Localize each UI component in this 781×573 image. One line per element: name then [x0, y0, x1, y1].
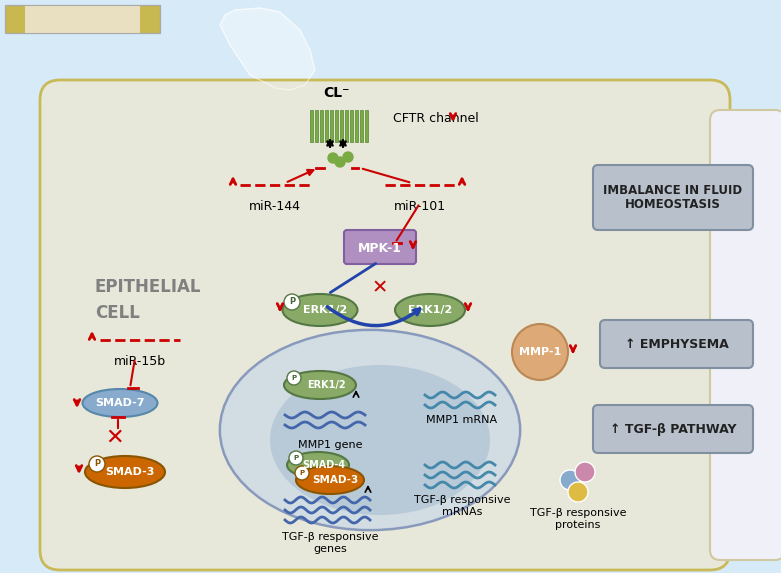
FancyBboxPatch shape: [40, 80, 730, 570]
Bar: [5, 5, 160, 33]
Text: miR-15b: miR-15b: [114, 355, 166, 368]
Circle shape: [568, 482, 588, 502]
Text: MMP-1: MMP-1: [519, 347, 561, 357]
Text: P: P: [299, 470, 305, 476]
Bar: [5, 5, 160, 33]
Text: TGF-β responsive
proteins: TGF-β responsive proteins: [530, 508, 626, 529]
Bar: [360, 110, 363, 142]
Text: SMAD-4: SMAD-4: [302, 460, 345, 470]
Text: ↑ EMPHYSEMA: ↑ EMPHYSEMA: [625, 337, 729, 351]
Text: P: P: [291, 375, 297, 381]
Text: ERK1/2: ERK1/2: [408, 305, 452, 315]
Bar: [325, 110, 328, 142]
Bar: [355, 110, 358, 142]
Circle shape: [328, 153, 338, 163]
Ellipse shape: [283, 294, 358, 326]
Text: P: P: [294, 455, 298, 461]
Text: TGF-β responsive
genes: TGF-β responsive genes: [282, 532, 378, 554]
Text: MMP1 gene: MMP1 gene: [298, 440, 362, 450]
FancyBboxPatch shape: [600, 320, 753, 368]
Text: miR-144: miR-144: [249, 200, 301, 213]
Ellipse shape: [270, 365, 490, 515]
Circle shape: [560, 470, 580, 490]
Bar: [315, 110, 318, 142]
Circle shape: [343, 152, 353, 162]
Ellipse shape: [221, 331, 519, 529]
Polygon shape: [220, 8, 315, 90]
Text: ERK1/2: ERK1/2: [307, 380, 345, 390]
Bar: [350, 110, 353, 142]
Bar: [320, 110, 323, 142]
Text: P: P: [289, 297, 295, 307]
Text: EPITHELIAL
CELL: EPITHELIAL CELL: [95, 278, 201, 321]
Text: miR-101: miR-101: [394, 200, 446, 213]
Text: SMAD-7: SMAD-7: [95, 398, 144, 408]
Bar: [335, 110, 338, 142]
Text: P: P: [94, 460, 100, 469]
Text: ✕: ✕: [105, 428, 124, 448]
Text: ERK1/2: ERK1/2: [303, 305, 347, 315]
Bar: [365, 110, 368, 142]
FancyBboxPatch shape: [710, 110, 781, 560]
Text: ✕: ✕: [372, 278, 388, 297]
Text: MMP1 mRNA: MMP1 mRNA: [426, 415, 497, 425]
Text: ↑ TGF-β PATHWAY: ↑ TGF-β PATHWAY: [610, 422, 736, 435]
Ellipse shape: [296, 466, 364, 494]
Circle shape: [575, 462, 595, 482]
FancyBboxPatch shape: [593, 405, 753, 453]
Bar: [330, 110, 333, 142]
Ellipse shape: [284, 371, 356, 399]
Ellipse shape: [85, 456, 165, 488]
FancyBboxPatch shape: [593, 165, 753, 230]
Circle shape: [289, 451, 303, 465]
Circle shape: [284, 294, 300, 310]
Ellipse shape: [395, 294, 465, 326]
Text: IMBALANCE IN FLUID
HOMEOSTASIS: IMBALANCE IN FLUID HOMEOSTASIS: [604, 183, 743, 211]
Text: SMAD-3: SMAD-3: [312, 475, 358, 485]
FancyBboxPatch shape: [344, 230, 416, 264]
Bar: [25, 5, 140, 33]
Circle shape: [335, 157, 345, 167]
Bar: [345, 110, 348, 142]
Circle shape: [287, 371, 301, 385]
Text: MPK-1: MPK-1: [358, 241, 402, 254]
Ellipse shape: [83, 389, 158, 417]
Ellipse shape: [287, 452, 349, 478]
Circle shape: [512, 324, 568, 380]
Bar: [310, 110, 313, 142]
Text: CL⁻: CL⁻: [323, 86, 349, 100]
Circle shape: [89, 456, 105, 472]
Text: CFTR channel: CFTR channel: [393, 112, 479, 124]
Text: SMAD-3: SMAD-3: [105, 467, 155, 477]
Circle shape: [295, 466, 309, 480]
Text: TGF-β responsive
mRNAs: TGF-β responsive mRNAs: [414, 495, 510, 517]
Bar: [340, 110, 343, 142]
